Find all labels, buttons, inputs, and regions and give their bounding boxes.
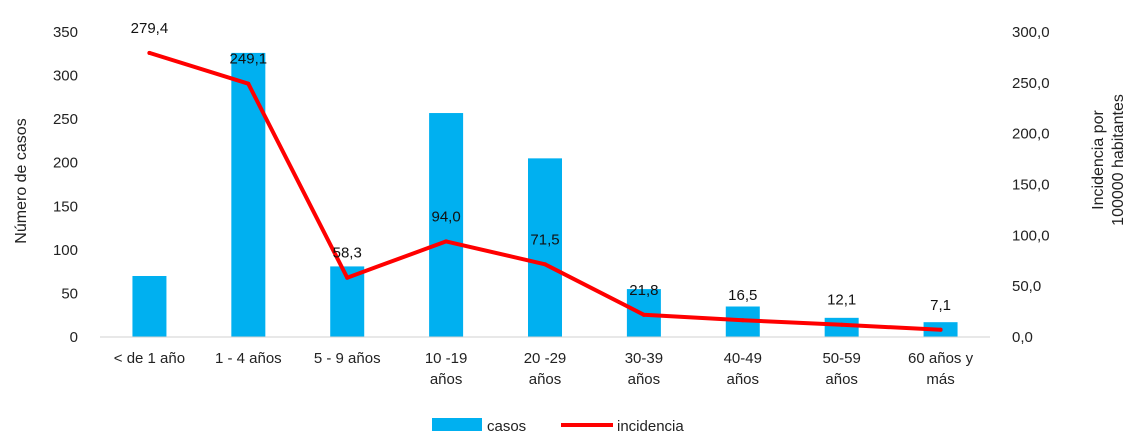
- y-left-tick-label: 250: [53, 111, 78, 128]
- data-label-incidencia: 249,1: [230, 51, 268, 68]
- y-axis-title-left: Número de casos: [13, 118, 30, 243]
- bar-casos: [231, 52, 266, 338]
- bar-casos: [528, 158, 562, 337]
- x-category-label: años: [727, 371, 760, 388]
- x-category-label: 10 -19: [425, 350, 468, 367]
- legend-label-casos: casos: [487, 418, 526, 431]
- x-category-label: años: [825, 371, 858, 388]
- point-incidencia: [444, 239, 449, 244]
- x-category-label: 40-49: [724, 350, 762, 367]
- legend: casos incidencia: [432, 418, 684, 431]
- x-category-label: años: [628, 371, 661, 388]
- point-incidencia: [641, 312, 646, 317]
- y-right-tick-label: 150,0: [1012, 177, 1050, 194]
- line-series-incidencia: [147, 50, 943, 332]
- x-category-label: años: [529, 371, 562, 388]
- y-axis-title-right-line2: 100000 habitantes: [1110, 94, 1127, 226]
- x-category-label: años: [430, 371, 463, 388]
- x-category-label: más: [926, 371, 954, 388]
- y-left-tick-label: 350: [53, 24, 78, 41]
- data-labels: 279,4 249,1 58,3 94,0 71,5 21,8 16,5 12,1 7,1: [131, 20, 951, 314]
- y-right-tick-label: 50,0: [1012, 278, 1041, 295]
- x-category-label: 30-39: [625, 350, 663, 367]
- y-right-tick-label: 200,0: [1012, 126, 1050, 143]
- point-incidencia: [345, 275, 350, 280]
- y-right-tick-label: 100,0: [1012, 227, 1050, 244]
- data-label-incidencia: 71,5: [530, 231, 559, 248]
- point-incidencia: [147, 50, 152, 55]
- data-label-incidencia: 16,5: [728, 287, 757, 304]
- data-label-incidencia: 279,4: [131, 20, 169, 37]
- bar-casos: [824, 317, 859, 337]
- y-left-tick-label: 150: [53, 198, 78, 215]
- x-category-label: 20 -29: [524, 350, 567, 367]
- y-axis-title-right-line1: Incidencia por: [1090, 110, 1107, 210]
- bar-casos: [132, 276, 167, 337]
- data-label-incidencia: 94,0: [432, 208, 461, 225]
- y-left-tick-label: 100: [53, 242, 78, 259]
- bar-casos: [429, 113, 464, 338]
- x-category-label: 5 - 9 años: [314, 350, 381, 367]
- data-label-incidencia: 12,1: [827, 292, 856, 309]
- point-incidencia: [740, 318, 745, 323]
- point-incidencia: [839, 322, 844, 327]
- data-label-incidencia: 58,3: [333, 245, 362, 262]
- data-label-incidencia: 21,8: [629, 282, 658, 299]
- y-axis-title-right: Incidencia por 100000 habitantes: [1090, 94, 1127, 226]
- legend-swatch-casos: [432, 418, 482, 431]
- y-left-tick-label: 50: [61, 285, 78, 302]
- x-category-label: 1 - 4 años: [215, 350, 282, 367]
- x-axis-categories: < de 1 año 1 - 4 años 5 - 9 años 10 -19 años…: [114, 350, 974, 388]
- y-left-tick-label: 0: [70, 329, 78, 346]
- x-category-label: 50-59: [822, 350, 860, 367]
- point-incidencia: [543, 262, 547, 267]
- y-right-tick-label: 0,0: [1012, 329, 1033, 346]
- y-right-tick-label: 300,0: [1012, 24, 1050, 41]
- point-incidencia: [938, 327, 943, 332]
- x-category-label: < de 1 año: [114, 350, 185, 367]
- data-label-incidencia: 7,1: [930, 297, 951, 314]
- point-incidencia: [246, 81, 251, 86]
- right-axis: 0,0 50,0 100,0 150,0 200,0 250,0 300,0: [1012, 24, 1050, 346]
- y-left-tick-label: 200: [53, 155, 78, 172]
- y-left-tick-label: 300: [53, 68, 78, 85]
- legend-label-incidencia: incidencia: [617, 418, 684, 431]
- left-axis: 0 50 100 150 200 250 300 350: [53, 24, 78, 346]
- x-category-label: 60 años y: [908, 350, 974, 367]
- y-right-tick-label: 250,0: [1012, 75, 1050, 92]
